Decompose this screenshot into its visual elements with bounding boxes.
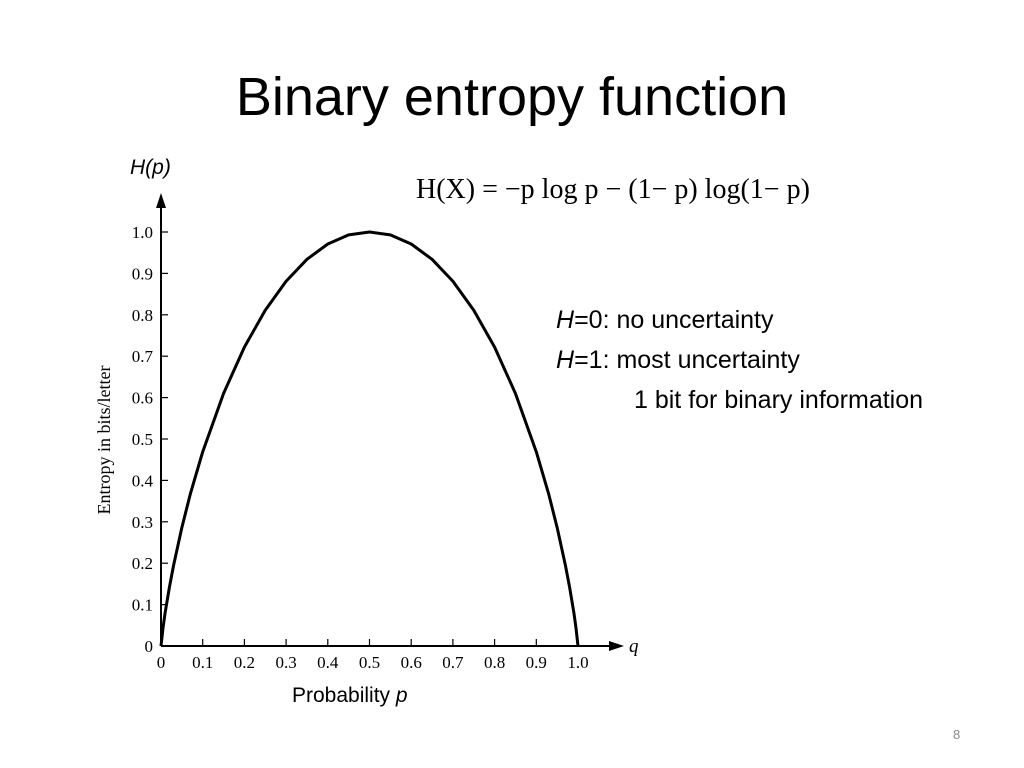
- y-tick-label: 0.5: [132, 430, 153, 449]
- x-axis-label: Probability p: [292, 684, 408, 708]
- entropy-formula: H(X) = −p log p − (1− p) log(1− p): [416, 174, 810, 205]
- note-no-uncertainty: H=0: no uncertainty: [556, 300, 923, 340]
- slide-title: Binary entropy function: [235, 67, 789, 127]
- y-tick-label: 0.2: [132, 554, 153, 573]
- x-tick-label: 1.0: [567, 653, 588, 672]
- x-axis-label-var: p: [395, 684, 408, 707]
- series-group: [159, 230, 580, 647]
- y-tick-label: 0.9: [132, 264, 153, 283]
- y-axis-arrow: [156, 193, 166, 208]
- x-tick-label: 0.8: [484, 653, 505, 672]
- x-tick-label: 0.6: [401, 653, 422, 672]
- x-tick-label: 0.5: [359, 653, 380, 672]
- x-axis-end-label: q: [629, 636, 639, 657]
- x-tick-label: 0: [157, 653, 166, 672]
- notes-block: H=0: no uncertainty H=1: most uncertaint…: [556, 300, 923, 420]
- y-tick-label: 0.6: [132, 389, 153, 408]
- note-text: =1: most uncertainty: [574, 346, 800, 374]
- note-one-bit: 1 bit for binary information: [634, 386, 924, 414]
- note-var: H: [556, 346, 575, 374]
- x-tick-label: 0.7: [442, 653, 464, 672]
- x-tick-label: 0.2: [234, 653, 255, 672]
- y-axis-top-label: H(p): [130, 156, 171, 179]
- y-tick-label: 0.7: [132, 347, 154, 366]
- x-tick-label: 0.1: [192, 653, 213, 672]
- page-number: 8: [953, 727, 961, 742]
- y-tick-label: 0.4: [132, 471, 154, 490]
- y-axis-label: Entropy in bits/letter: [94, 366, 114, 515]
- axes: [156, 193, 624, 651]
- note-text: =0: no uncertainty: [574, 306, 774, 334]
- entropy-curve: [159, 230, 580, 647]
- y-tick-label: 1.0: [132, 223, 153, 242]
- y-tick-label: 0.1: [132, 596, 153, 615]
- x-tick-label: 0.9: [526, 653, 547, 672]
- y-tick-label: 0.3: [132, 513, 153, 532]
- x-tick-label: 0.4: [317, 653, 339, 672]
- x-tick-label: 0.3: [275, 653, 296, 672]
- note-most-uncertainty: H=1: most uncertainty: [556, 340, 923, 380]
- y-tick-label: 0: [145, 637, 154, 656]
- ticks: 0 0.1 0.2 0.3 0.4 0.5 0.6 0.7 0.8 0.9 1.0 0 0.1 0.2 0.…: [132, 223, 639, 672]
- y-tick-label: 0.8: [132, 306, 153, 325]
- x-axis-arrow: [609, 641, 624, 651]
- note-var: H: [556, 306, 575, 334]
- x-axis-label-text: Probability: [292, 684, 396, 707]
